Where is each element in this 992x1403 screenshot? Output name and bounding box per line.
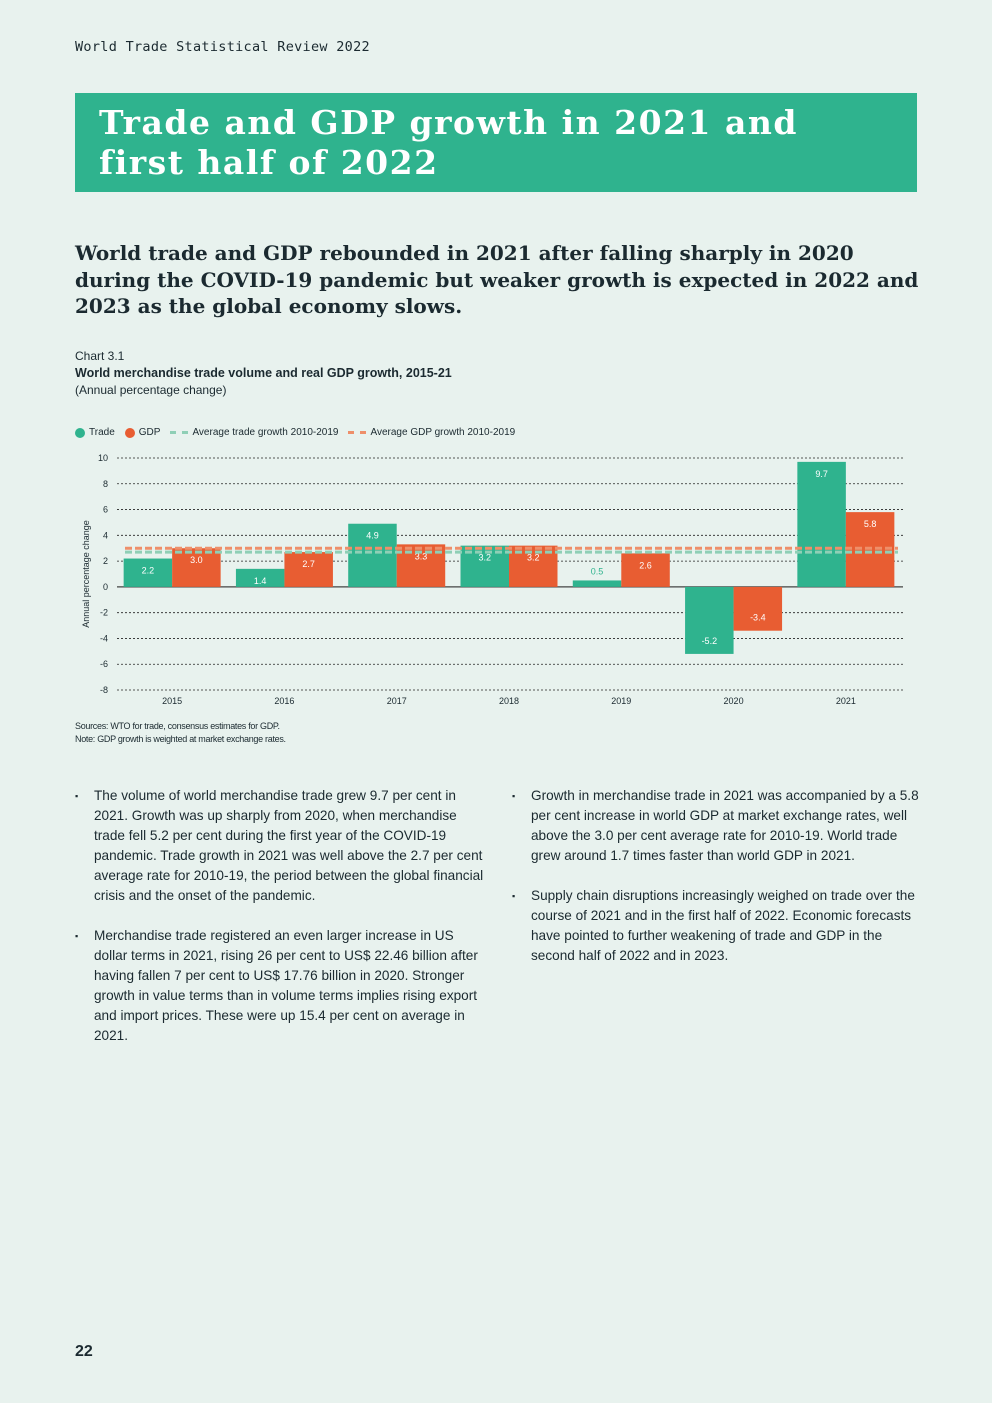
chart-title: World merchandise trade volume and real … — [75, 366, 452, 380]
bar-chart: 10 8 6 4 2 0 -2 -4 -6 -8 Annual percentage change 2… — [81, 453, 903, 706]
y-tick-label: -8 — [100, 685, 108, 695]
x-tick-label: 2015 — [162, 696, 182, 706]
data-label: 2.7 — [302, 559, 315, 569]
y-tick-label: 0 — [103, 582, 108, 592]
x-tick-label: 2020 — [724, 696, 744, 706]
lead-paragraph: World trade and GDP rebounded in 2021 af… — [75, 241, 919, 318]
bullet-item: Supply chain disruptions increasingly we… — [512, 886, 922, 966]
bar-gdp — [172, 548, 221, 587]
running-header: World Trade Statistical Review 2022 — [75, 39, 370, 55]
data-label: 1.4 — [254, 576, 267, 586]
bar-gdp — [621, 553, 670, 587]
data-label: -5.2 — [702, 636, 718, 646]
y-tick-label: 2 — [103, 556, 108, 566]
avg-trade-swatch — [170, 431, 189, 434]
y-tick-label: 4 — [103, 530, 108, 540]
data-label: 9.7 — [815, 469, 828, 479]
bar-trade — [685, 586, 734, 654]
page-title: Trade and GDP growth in 2021 and first h… — [99, 103, 798, 182]
title-banner: Trade and GDP growth in 2021 and first h… — [75, 93, 917, 192]
y-tick-label: -6 — [100, 659, 108, 669]
chart-sources: Sources: WTO for trade, consensus estima… — [75, 721, 280, 731]
page-number: 22 — [75, 1343, 93, 1360]
bullet-item: The volume of world merchandise trade gr… — [75, 786, 485, 906]
bar-gdp — [284, 552, 333, 587]
gdp-swatch — [124, 427, 135, 438]
data-label: 0.5 — [591, 566, 604, 576]
x-tick-label: 2021 — [836, 696, 856, 706]
left-column: The volume of world merchandise trade gr… — [75, 786, 485, 1066]
y-tick-label: -4 — [100, 633, 108, 643]
legend-trade: Trade — [75, 427, 115, 438]
x-tick-label: 2016 — [274, 696, 294, 706]
legend-avg-trade: Average trade growth 2010-2019 — [170, 427, 338, 438]
chart-caption: Chart 3.1 World merchandise trade volume… — [75, 348, 452, 399]
y-tick-label: 6 — [103, 505, 108, 515]
bar-trade — [572, 580, 622, 587]
y-tick-label: 10 — [98, 453, 108, 463]
bar-trade — [123, 558, 173, 587]
data-label: -3.4 — [750, 613, 766, 623]
data-label: 5.8 — [864, 519, 877, 529]
avg-gdp-swatch — [348, 431, 367, 434]
bar-trade — [797, 461, 846, 587]
bar-gdp — [733, 586, 783, 631]
y-tick-label: -2 — [100, 608, 108, 618]
chart-note: Note: GDP growth is weighted at market e… — [75, 734, 286, 744]
data-label: 2.6 — [639, 560, 652, 570]
legend-avg-gdp: Average GDP growth 2010-2019 — [348, 427, 515, 438]
chart-notes: Sources: WTO for trade, consensus estima… — [75, 720, 286, 746]
x-tick-label: 2018 — [499, 696, 519, 706]
data-label: 3.3 — [415, 551, 428, 561]
bar-trade — [348, 523, 397, 587]
right-column: Growth in merchandise trade in 2021 was … — [512, 786, 922, 986]
trade-swatch — [75, 427, 85, 438]
bullet-item: Merchandise trade registered an even lar… — [75, 926, 485, 1046]
bar-trade — [235, 568, 285, 587]
data-label: 3.2 — [527, 553, 540, 563]
data-label: 4.9 — [366, 531, 379, 541]
data-label: 2.2 — [142, 566, 155, 576]
x-tick-label: 2017 — [387, 696, 407, 706]
x-tick-label: 2019 — [611, 696, 631, 706]
y-axis-label: Annual percentage change — [81, 520, 91, 628]
chart-number: Chart 3.1 — [75, 349, 125, 363]
data-label: 3.2 — [478, 553, 491, 563]
data-label: 3.0 — [190, 555, 203, 565]
chart-legend: Trade GDP Average trade growth 2010-2019… — [75, 427, 515, 438]
legend-gdp: GDP — [124, 427, 160, 438]
y-tick-label: 8 — [103, 479, 108, 489]
chart-subtitle: (Annual percentage change) — [75, 383, 227, 397]
bullet-item: Growth in merchandise trade in 2021 was … — [512, 786, 922, 866]
